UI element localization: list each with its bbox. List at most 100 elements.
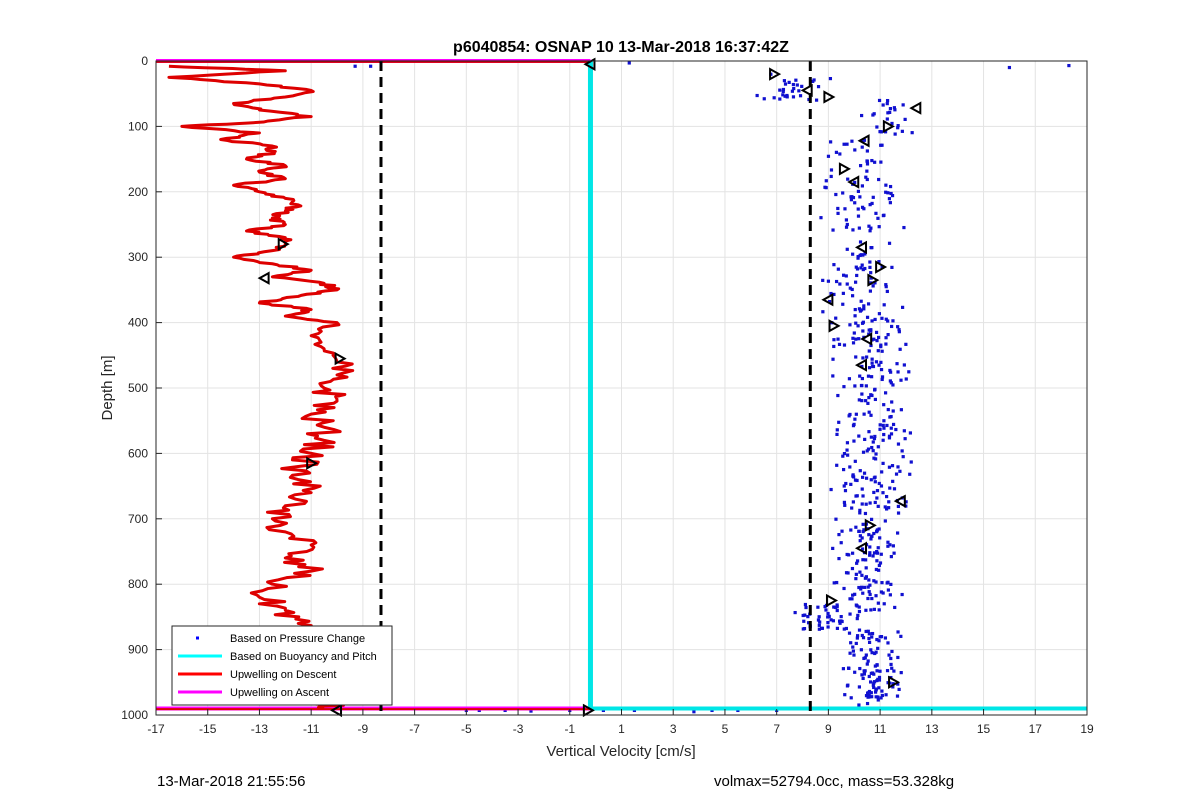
pressure-change-point xyxy=(861,676,865,681)
pressure-change-point xyxy=(778,97,782,101)
triangle-marker xyxy=(857,134,870,148)
pressure-change-point xyxy=(872,681,876,685)
pressure-change-point xyxy=(884,190,888,194)
pressure-change-point xyxy=(841,273,846,277)
pressure-change-point xyxy=(865,355,869,359)
pressure-change-point xyxy=(865,701,870,706)
pressure-change-point xyxy=(826,625,830,629)
pressure-change-point xyxy=(872,551,877,555)
pressure-change-point xyxy=(837,619,842,623)
pressure-change-point xyxy=(851,649,855,653)
pressure-change-point xyxy=(879,484,884,488)
pressure-change-point xyxy=(857,703,861,707)
pressure-change-point xyxy=(851,252,855,256)
pressure-change-point xyxy=(854,412,858,416)
pressure-change-point xyxy=(860,321,865,325)
pressure-change-point xyxy=(850,294,855,298)
pressure-change-point xyxy=(861,529,865,534)
pressure-change-point xyxy=(874,580,878,584)
pressure-change-point xyxy=(891,479,895,483)
y-tick-label: 300 xyxy=(128,250,148,264)
pressure-change-point xyxy=(879,367,884,372)
pressure-change-point xyxy=(856,634,860,638)
pressure-change-point xyxy=(856,214,861,218)
pressure-change-point xyxy=(875,559,879,563)
pressure-change-point xyxy=(859,648,863,652)
pressure-change-point xyxy=(859,299,863,303)
pressure-change-point xyxy=(879,160,883,164)
pressure-change-point xyxy=(866,629,870,633)
pressure-change-point xyxy=(887,500,891,504)
pressure-change-point xyxy=(853,148,857,152)
pressure-change-point xyxy=(886,580,890,584)
pressure-change-point xyxy=(887,465,892,469)
pressure-change-point xyxy=(868,203,872,207)
pressure-change-point xyxy=(872,437,877,441)
pressure-change-point xyxy=(869,671,873,675)
x-tick-label: -13 xyxy=(251,722,269,736)
pressure-change-point xyxy=(826,611,830,616)
pressure-change-point xyxy=(884,336,888,340)
y-axis-label: Depth [m] xyxy=(99,355,116,420)
pressure-change-point xyxy=(867,224,871,228)
pressure-change-point xyxy=(845,552,849,557)
pressure-change-point xyxy=(890,193,895,198)
pressure-change-point xyxy=(846,453,850,457)
pressure-change-point xyxy=(841,191,845,195)
pressure-change-point xyxy=(868,553,872,557)
pressure-change-point xyxy=(844,225,849,229)
pressure-change-point xyxy=(846,683,850,687)
pressure-change-point xyxy=(862,412,866,416)
x-axis-label: Vertical Velocity [cm/s] xyxy=(546,743,695,760)
triangle-marker xyxy=(582,703,595,718)
pressure-change-point xyxy=(853,307,857,312)
pressure-change-point xyxy=(874,530,879,534)
pressure-change-point xyxy=(891,383,895,387)
pressure-change-point xyxy=(888,415,892,419)
triangle-marker xyxy=(888,675,901,689)
pressure-change-point xyxy=(886,332,890,337)
triangle-marker xyxy=(329,703,343,718)
pressure-change-point xyxy=(821,310,825,314)
pressure-change-point xyxy=(878,669,882,673)
pressure-change-point xyxy=(886,588,890,592)
triangle-marker xyxy=(257,271,270,285)
pressure-change-point xyxy=(853,180,857,185)
pressure-change-point xyxy=(896,442,901,446)
pressure-change-point xyxy=(781,89,785,94)
pressure-change-point xyxy=(890,464,895,468)
pressure-change-point xyxy=(868,229,872,233)
triangle-marker xyxy=(864,518,877,533)
pressure-change-point xyxy=(903,117,907,121)
pressure-change-point xyxy=(873,690,878,694)
pressure-change-point xyxy=(873,281,877,285)
pressure-change-point xyxy=(851,551,855,555)
pressure-change-point xyxy=(883,519,887,523)
pressure-change-point xyxy=(890,324,894,329)
pressure-change-point xyxy=(857,585,861,590)
x-tick-label: -5 xyxy=(461,722,472,736)
pressure-change-point xyxy=(835,608,839,613)
pressure-change-point xyxy=(846,177,850,181)
pressure-change-point xyxy=(858,508,862,512)
pressure-change-point xyxy=(781,87,786,92)
pressure-change-point xyxy=(836,211,840,215)
triangle-marker xyxy=(583,57,596,71)
pressure-change-point xyxy=(829,140,833,144)
pressure-change-point xyxy=(890,666,894,670)
pressure-change-point xyxy=(863,656,867,660)
pressure-change-point xyxy=(834,279,839,284)
pressure-change-point xyxy=(863,266,867,271)
pressure-change-point xyxy=(844,571,849,575)
pressure-change-point xyxy=(873,317,877,322)
pressure-change-point xyxy=(857,398,861,402)
pressure-change-point xyxy=(857,529,861,533)
pressure-change-point xyxy=(823,604,827,609)
pressure-change-point xyxy=(858,511,862,515)
pressure-change-point xyxy=(852,331,856,335)
pressure-change-point xyxy=(851,336,855,340)
pressure-change-point xyxy=(854,337,858,341)
pressure-change-point xyxy=(880,581,884,585)
pressure-change-point xyxy=(854,280,858,284)
pressure-change-point xyxy=(880,377,884,382)
